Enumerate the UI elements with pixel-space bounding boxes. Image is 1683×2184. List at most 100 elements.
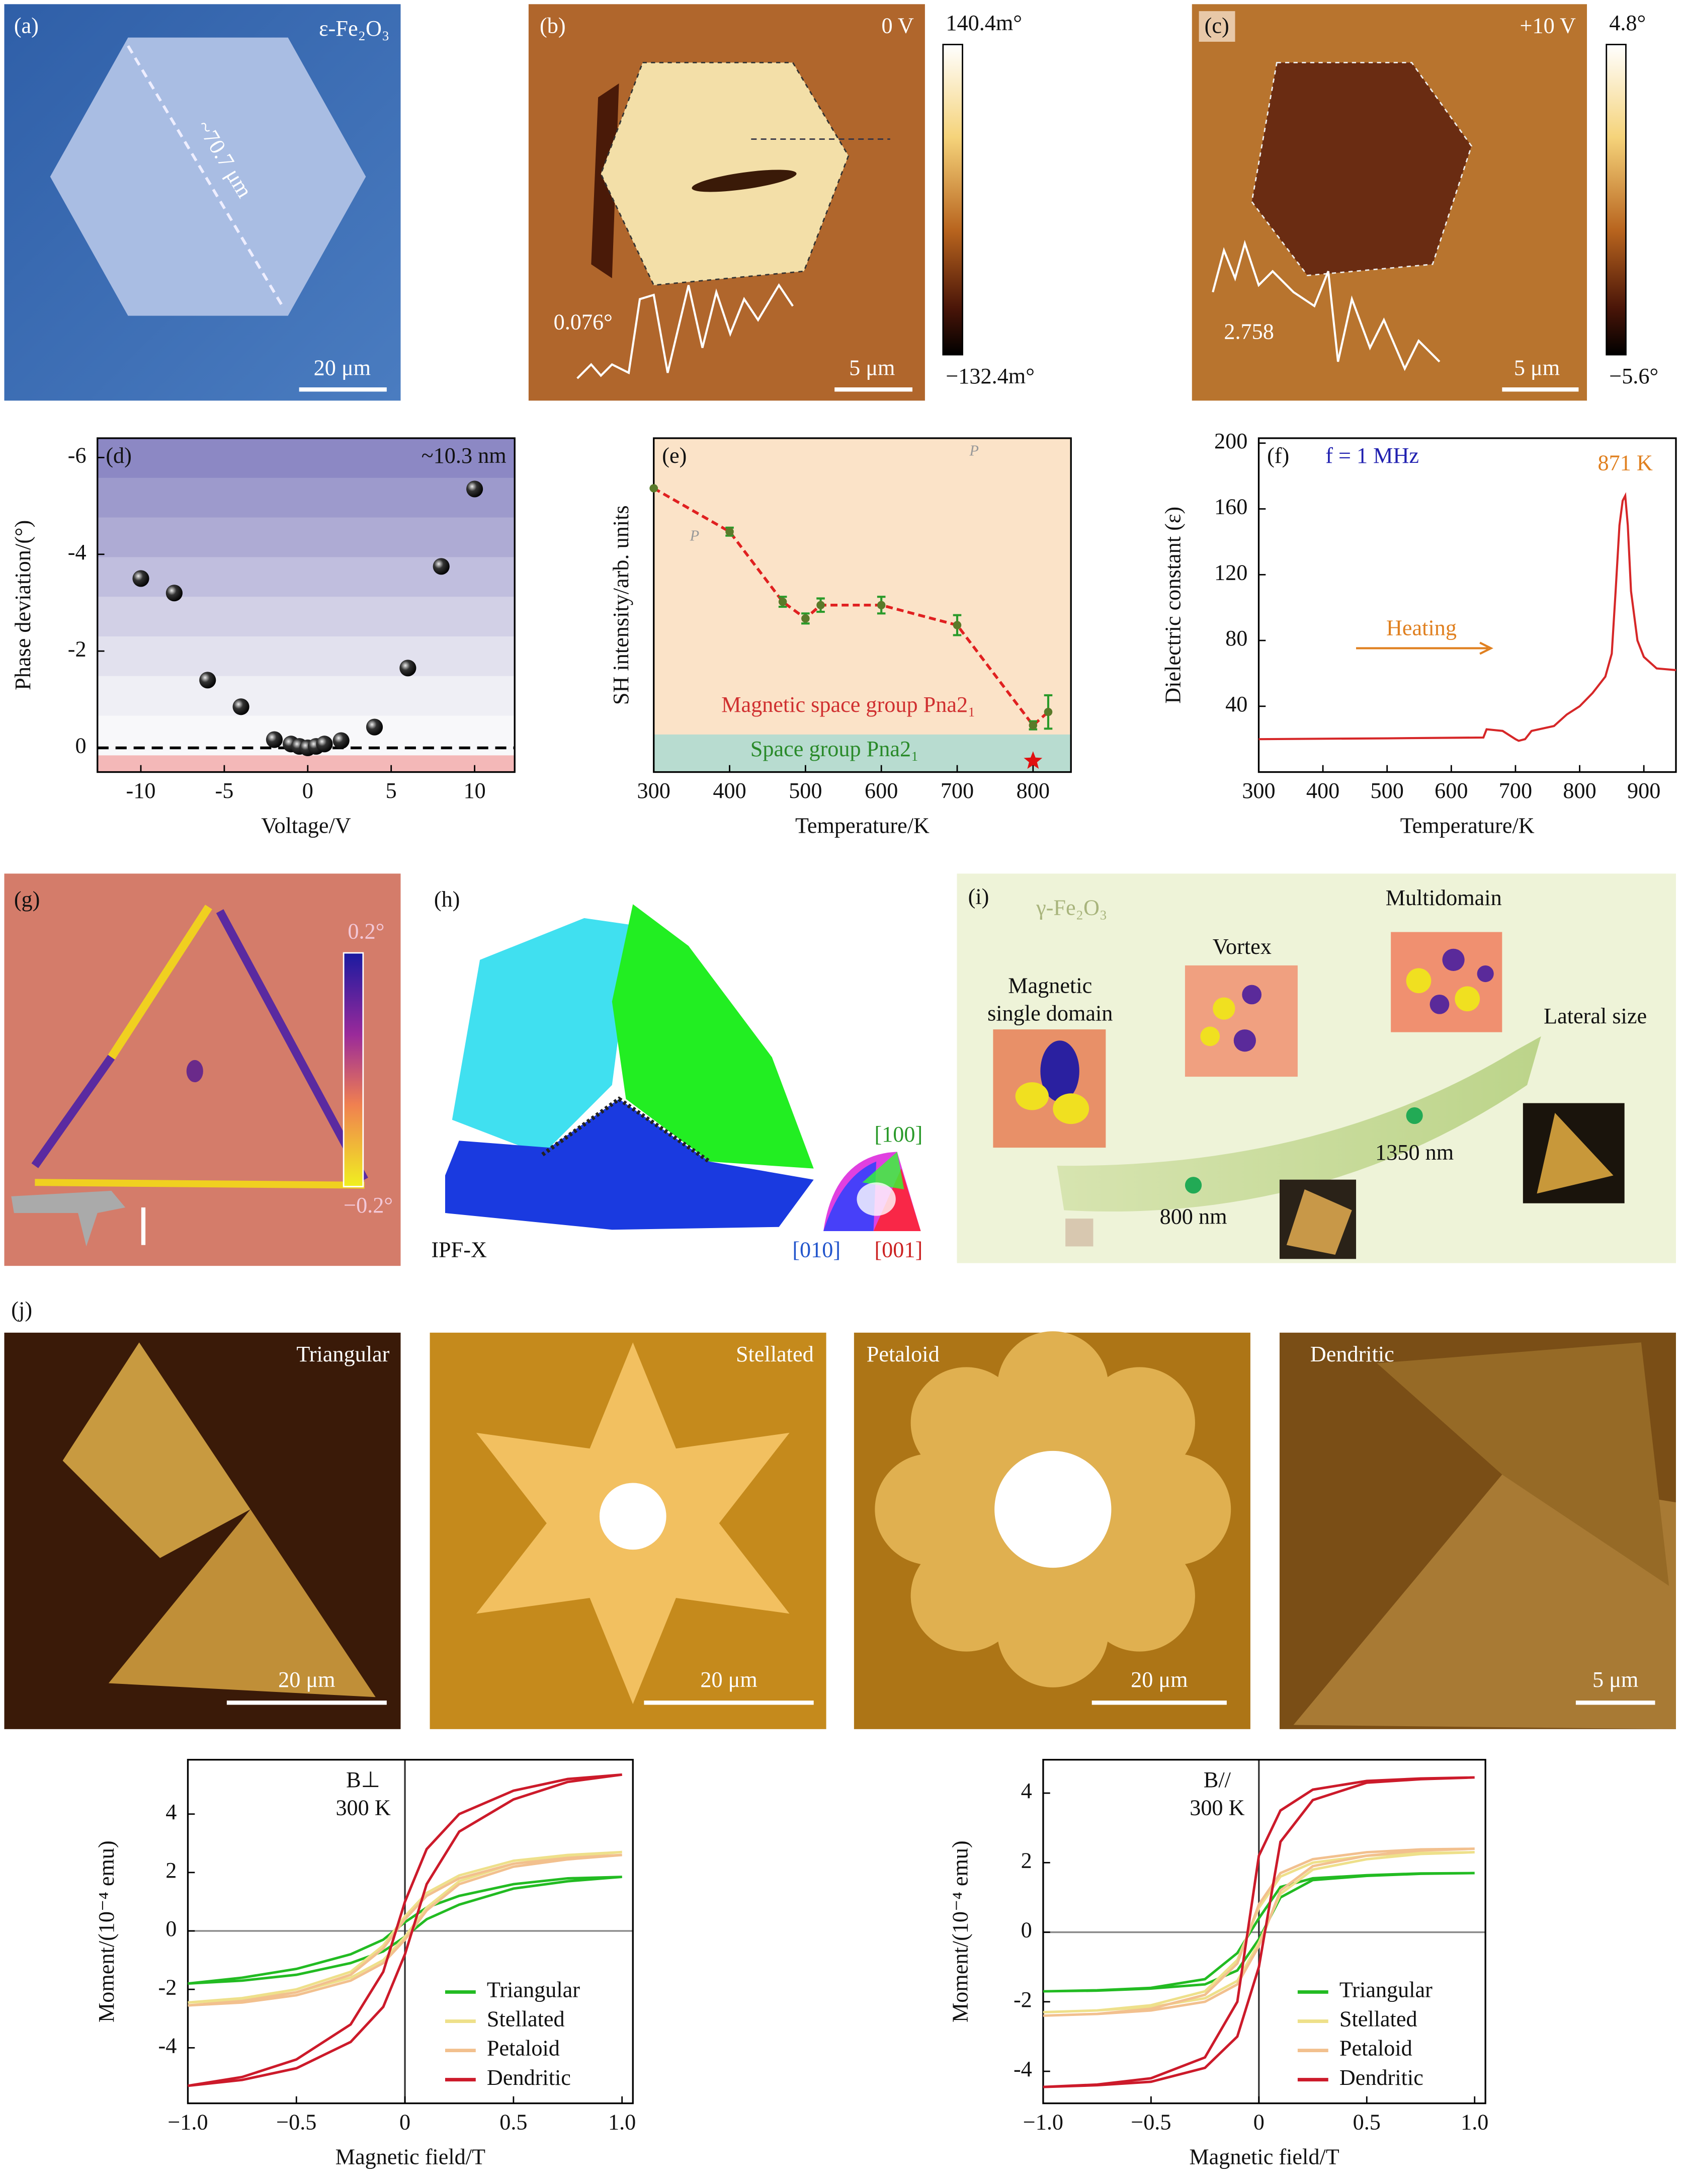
legend-label: Dendritic — [1339, 2065, 1423, 2090]
annotation: Magnetic space group Pna2₁ — [721, 692, 975, 717]
panel-label: (h) — [434, 887, 460, 912]
direction: [100] — [874, 1122, 922, 1147]
chart: 300 400 500 600 700 800 Temperature/K SH intens… — [609, 437, 1072, 838]
profile — [1212, 239, 1441, 371]
colorbar-min: −5.6° — [1609, 364, 1658, 388]
stage: Magnetic — [1008, 973, 1092, 998]
hole — [994, 1450, 1112, 1568]
profile-value: 0.076° — [554, 309, 613, 334]
panel-label: (b) — [540, 13, 566, 38]
x-tick-label: 600 — [1435, 778, 1468, 803]
point — [399, 660, 416, 677]
y-tick-label: 200 — [1214, 429, 1247, 453]
x-tick-label: 400 — [1306, 778, 1339, 803]
x-tick-label: 5 — [386, 778, 397, 803]
stage: Vortex — [1213, 934, 1272, 959]
flake — [62, 1342, 250, 1558]
y-axis-label: Moment/(10⁻⁴ emu) — [948, 1840, 973, 2023]
y-tick-label: -2 — [158, 1975, 177, 1999]
point — [877, 601, 886, 610]
petal — [910, 1540, 1022, 1652]
x-tick-label: 0 — [302, 778, 313, 803]
legend-label: Triangular — [487, 1978, 580, 2002]
y-tick-label: 40 — [1225, 692, 1247, 716]
x-tick-label: −0.5 — [276, 2110, 316, 2134]
loop — [1043, 1851, 1475, 2014]
point — [778, 597, 787, 606]
domain — [1429, 994, 1450, 1014]
band — [97, 755, 515, 772]
x-axis-label: Magnetic field/T — [335, 2144, 485, 2169]
crystal — [1251, 62, 1473, 276]
y-tick-label: 80 — [1225, 626, 1247, 651]
band — [653, 734, 1071, 772]
domain — [1200, 1026, 1220, 1046]
domain — [1477, 965, 1494, 983]
panel-label: (j) — [11, 1298, 32, 1322]
ipf-key-red — [873, 1168, 921, 1231]
loop — [1043, 1847, 1475, 2017]
x-tick-label: −1.0 — [1023, 2110, 1063, 2134]
size-dot — [1185, 1177, 1202, 1194]
field-label: B⊥ — [346, 1767, 380, 1792]
image-name: Dendritic — [1310, 1342, 1394, 1366]
point — [801, 614, 810, 623]
x-tick-label: 1.0 — [1461, 2110, 1488, 2134]
crystal — [50, 37, 366, 316]
legend-label: Petaloid — [487, 2036, 560, 2061]
size: 800 nm — [1160, 1204, 1227, 1229]
grain-green — [612, 904, 814, 1169]
y-tick-label: -4 — [68, 540, 87, 564]
x-tick-label: 0.5 — [499, 2110, 527, 2134]
arrow-label: Heating — [1386, 616, 1457, 640]
annotation: Space group Pna2₁ — [750, 737, 919, 761]
x-tick-label: 0 — [399, 2110, 410, 2134]
point — [232, 698, 249, 715]
band — [97, 597, 515, 637]
domain — [1406, 968, 1432, 994]
voltage: 0 V — [881, 13, 913, 38]
size-arrow — [1057, 1036, 1541, 1212]
y-tick-label: 4 — [1021, 1778, 1032, 1803]
y-tick-label: 0 — [1021, 1918, 1032, 1943]
y-tick-label: 160 — [1214, 495, 1247, 519]
image-name: Petaloid — [867, 1342, 940, 1366]
ipf-key-white — [857, 1182, 896, 1216]
tip — [11, 1190, 126, 1247]
legend-label: Stellated — [487, 2007, 565, 2032]
voltage: +10 V — [1520, 13, 1576, 38]
colorbar — [942, 44, 963, 356]
edge — [31, 1055, 115, 1168]
ipf-key-green — [862, 1152, 904, 1190]
scale-text: 5 μm — [1514, 356, 1560, 380]
profile-value: 2.758 — [1224, 319, 1274, 344]
y-axis-label: Dielectric constant (ε) — [1161, 507, 1186, 704]
x-tick-label: 400 — [713, 778, 746, 803]
chart: -10 -5 0 5 10 0 -2 -4 -6 Voltage/V Phase deviation… — [11, 437, 516, 838]
petal — [910, 1367, 1022, 1479]
x-axis-label: Voltage/V — [261, 813, 351, 838]
panel-b: (b) 0 V 0.076° 5 μm 140.4m° −132.4m° — [528, 4, 1035, 401]
point — [366, 718, 383, 736]
panel-label: (f) — [1267, 443, 1289, 468]
crystal — [600, 62, 850, 286]
loop — [188, 1773, 623, 2087]
y-tick-label: 0 — [75, 734, 87, 758]
stage: Multidomain — [1386, 885, 1502, 910]
x-tick-label: 600 — [865, 778, 898, 803]
annotation: f = 1 MHz — [1325, 443, 1419, 468]
y-axis-label: SH intensity/arb. units — [609, 505, 633, 705]
x-tick-label: 0 — [1253, 2110, 1265, 2134]
hole — [599, 1483, 666, 1550]
x-tick-label: 300 — [1242, 778, 1275, 803]
y-axis-label: Phase deviation/(°) — [11, 520, 35, 690]
stage: single domain — [987, 1001, 1113, 1026]
image-name: Stellated — [736, 1342, 814, 1366]
point — [1029, 721, 1038, 730]
vortex-image — [1185, 965, 1298, 1077]
petal — [1083, 1367, 1195, 1479]
band — [97, 517, 515, 558]
arrow — [1356, 641, 1493, 655]
domain — [1455, 986, 1480, 1012]
material: ε-Fe₂O₃ — [319, 16, 389, 41]
